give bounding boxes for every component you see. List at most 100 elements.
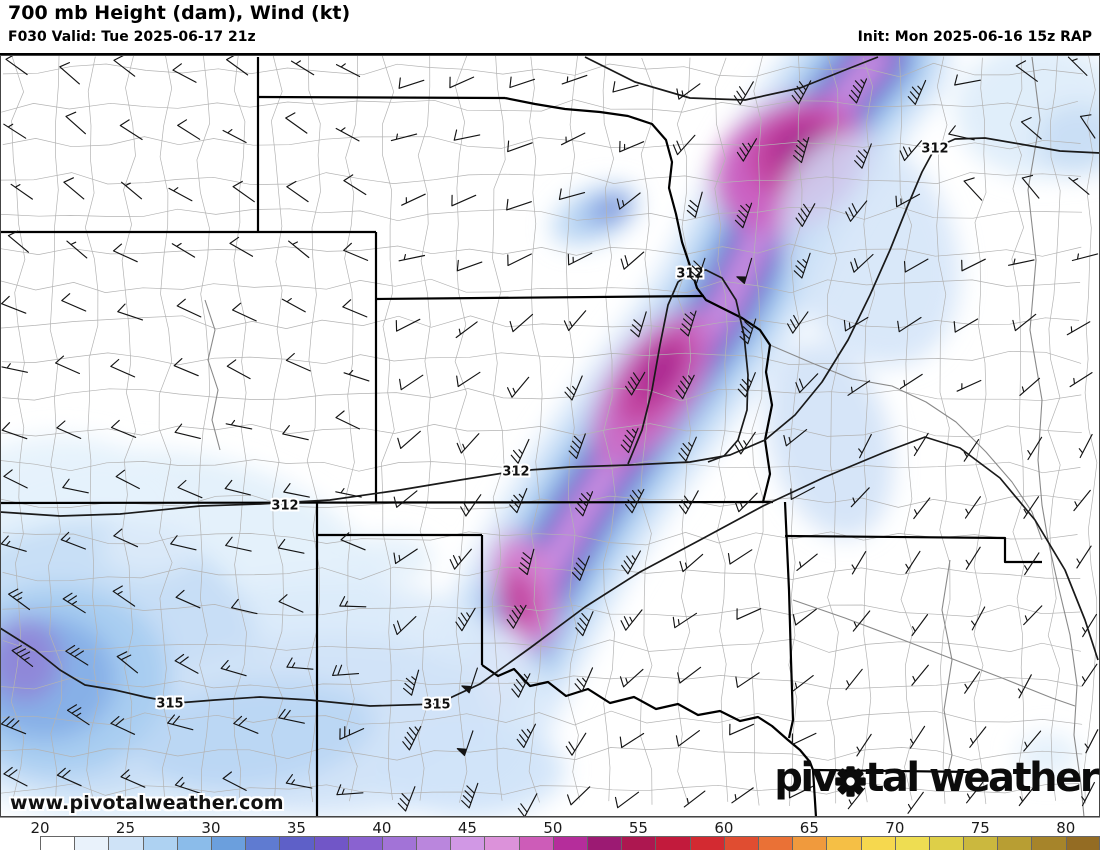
wind-barb bbox=[509, 313, 534, 333]
wind-barb bbox=[335, 488, 362, 498]
wind-barb bbox=[1020, 117, 1042, 140]
wind-barb bbox=[110, 716, 136, 735]
wind-barb bbox=[965, 546, 981, 570]
wind-barb bbox=[1021, 174, 1040, 199]
valid-time-label: F030 Valid: Tue 2025-06-17 21z bbox=[8, 29, 256, 45]
wind-barb bbox=[0, 716, 27, 735]
wind-barb bbox=[460, 494, 482, 517]
wind-barb bbox=[286, 180, 309, 203]
wind-barb bbox=[614, 791, 640, 809]
wind-barb bbox=[393, 548, 418, 565]
wind-barb bbox=[620, 609, 643, 631]
wind-barb bbox=[783, 429, 808, 447]
colorbar-tick-label: 40 bbox=[372, 819, 392, 837]
wind-barb bbox=[565, 732, 587, 756]
wind-barb bbox=[736, 608, 762, 620]
wind-barb bbox=[224, 479, 251, 496]
wind-barb bbox=[55, 355, 80, 375]
wind-barb bbox=[856, 733, 872, 757]
wind-barb bbox=[1, 363, 28, 373]
wind-barb bbox=[281, 298, 306, 313]
colorbar-swatch bbox=[587, 836, 622, 850]
wind-barb bbox=[621, 550, 641, 575]
wind-barb bbox=[172, 63, 197, 83]
wind-barb bbox=[680, 310, 697, 337]
wind-barb bbox=[397, 430, 421, 449]
wind-barb bbox=[285, 112, 308, 134]
wind-barb bbox=[913, 497, 931, 520]
wind-barb bbox=[119, 119, 143, 141]
wind-barb bbox=[1066, 321, 1091, 336]
colorbar-swatch bbox=[997, 836, 1032, 850]
logo-text-piv: piv bbox=[774, 755, 837, 801]
wind-barb bbox=[62, 592, 86, 614]
wind-barb bbox=[790, 486, 815, 500]
wind-barb bbox=[112, 585, 136, 607]
wind-barb bbox=[854, 143, 872, 169]
wind-barb bbox=[65, 111, 86, 135]
wind-barb bbox=[911, 664, 929, 686]
wind-barb bbox=[56, 420, 82, 439]
wind-barb bbox=[1012, 313, 1037, 332]
colorbar-tick-label: 35 bbox=[286, 819, 306, 837]
wind-barb bbox=[110, 419, 137, 438]
wind-barb bbox=[847, 787, 866, 810]
wind-barb bbox=[516, 723, 536, 749]
wind-barb bbox=[61, 293, 87, 312]
wind-barb bbox=[620, 427, 639, 454]
wind-barb bbox=[795, 203, 816, 227]
wind-barb bbox=[456, 730, 474, 757]
wind-barb bbox=[401, 193, 426, 206]
colorbar-swatch bbox=[210, 836, 246, 850]
wind-barb bbox=[964, 671, 981, 694]
colorbar-tick-label: 25 bbox=[115, 819, 136, 837]
wind-barb bbox=[225, 419, 253, 430]
wind-barb bbox=[1027, 436, 1043, 461]
wind-barb bbox=[507, 253, 532, 267]
wind-barb bbox=[5, 55, 28, 76]
colorbar-swatch bbox=[313, 836, 348, 850]
colorbar-tick-label: 70 bbox=[885, 819, 905, 837]
wind-barb bbox=[563, 310, 587, 332]
wind-barb bbox=[620, 251, 645, 270]
wind-barb bbox=[793, 137, 810, 164]
wind-barb bbox=[971, 606, 986, 631]
wind-barb bbox=[390, 133, 418, 142]
wind-barb bbox=[1015, 60, 1038, 82]
wind-barb bbox=[11, 645, 34, 667]
wind-barb bbox=[517, 793, 538, 817]
page-title: 700 mb Height (dam), Wind (kt) bbox=[8, 2, 351, 24]
wind-barb bbox=[793, 252, 811, 279]
wind-barb bbox=[903, 258, 929, 273]
wind-barb bbox=[456, 259, 483, 272]
wind-barb bbox=[788, 785, 814, 799]
wind-barb bbox=[567, 786, 591, 806]
wind-barb bbox=[343, 242, 369, 261]
wind-barb bbox=[729, 723, 755, 736]
wind-barb bbox=[907, 79, 927, 105]
contour-label: 315 bbox=[423, 698, 450, 713]
wind-barb bbox=[913, 432, 929, 457]
colorbar-swatch bbox=[416, 836, 451, 850]
wind-barb bbox=[173, 358, 199, 377]
wind-barb bbox=[574, 667, 594, 693]
wind-barb bbox=[506, 198, 532, 211]
colorbar-swatch bbox=[894, 836, 929, 850]
wind-barb bbox=[1023, 730, 1042, 752]
wind-barb bbox=[676, 83, 701, 100]
wind-barb bbox=[672, 134, 696, 156]
colorbar-swatch bbox=[860, 836, 895, 850]
wind-barb bbox=[176, 298, 202, 318]
wind-barb bbox=[1076, 545, 1092, 569]
contour-label: 315 bbox=[156, 697, 183, 712]
wind-barb bbox=[575, 491, 594, 517]
wind-barb bbox=[335, 63, 361, 78]
wind-barb bbox=[7, 230, 29, 253]
wind-barb bbox=[120, 769, 146, 788]
wind-barb bbox=[506, 604, 527, 629]
wind-barb bbox=[283, 483, 310, 498]
colorbar-swatch bbox=[655, 836, 690, 850]
wind-barb bbox=[403, 669, 420, 696]
wind-barb bbox=[335, 410, 360, 430]
